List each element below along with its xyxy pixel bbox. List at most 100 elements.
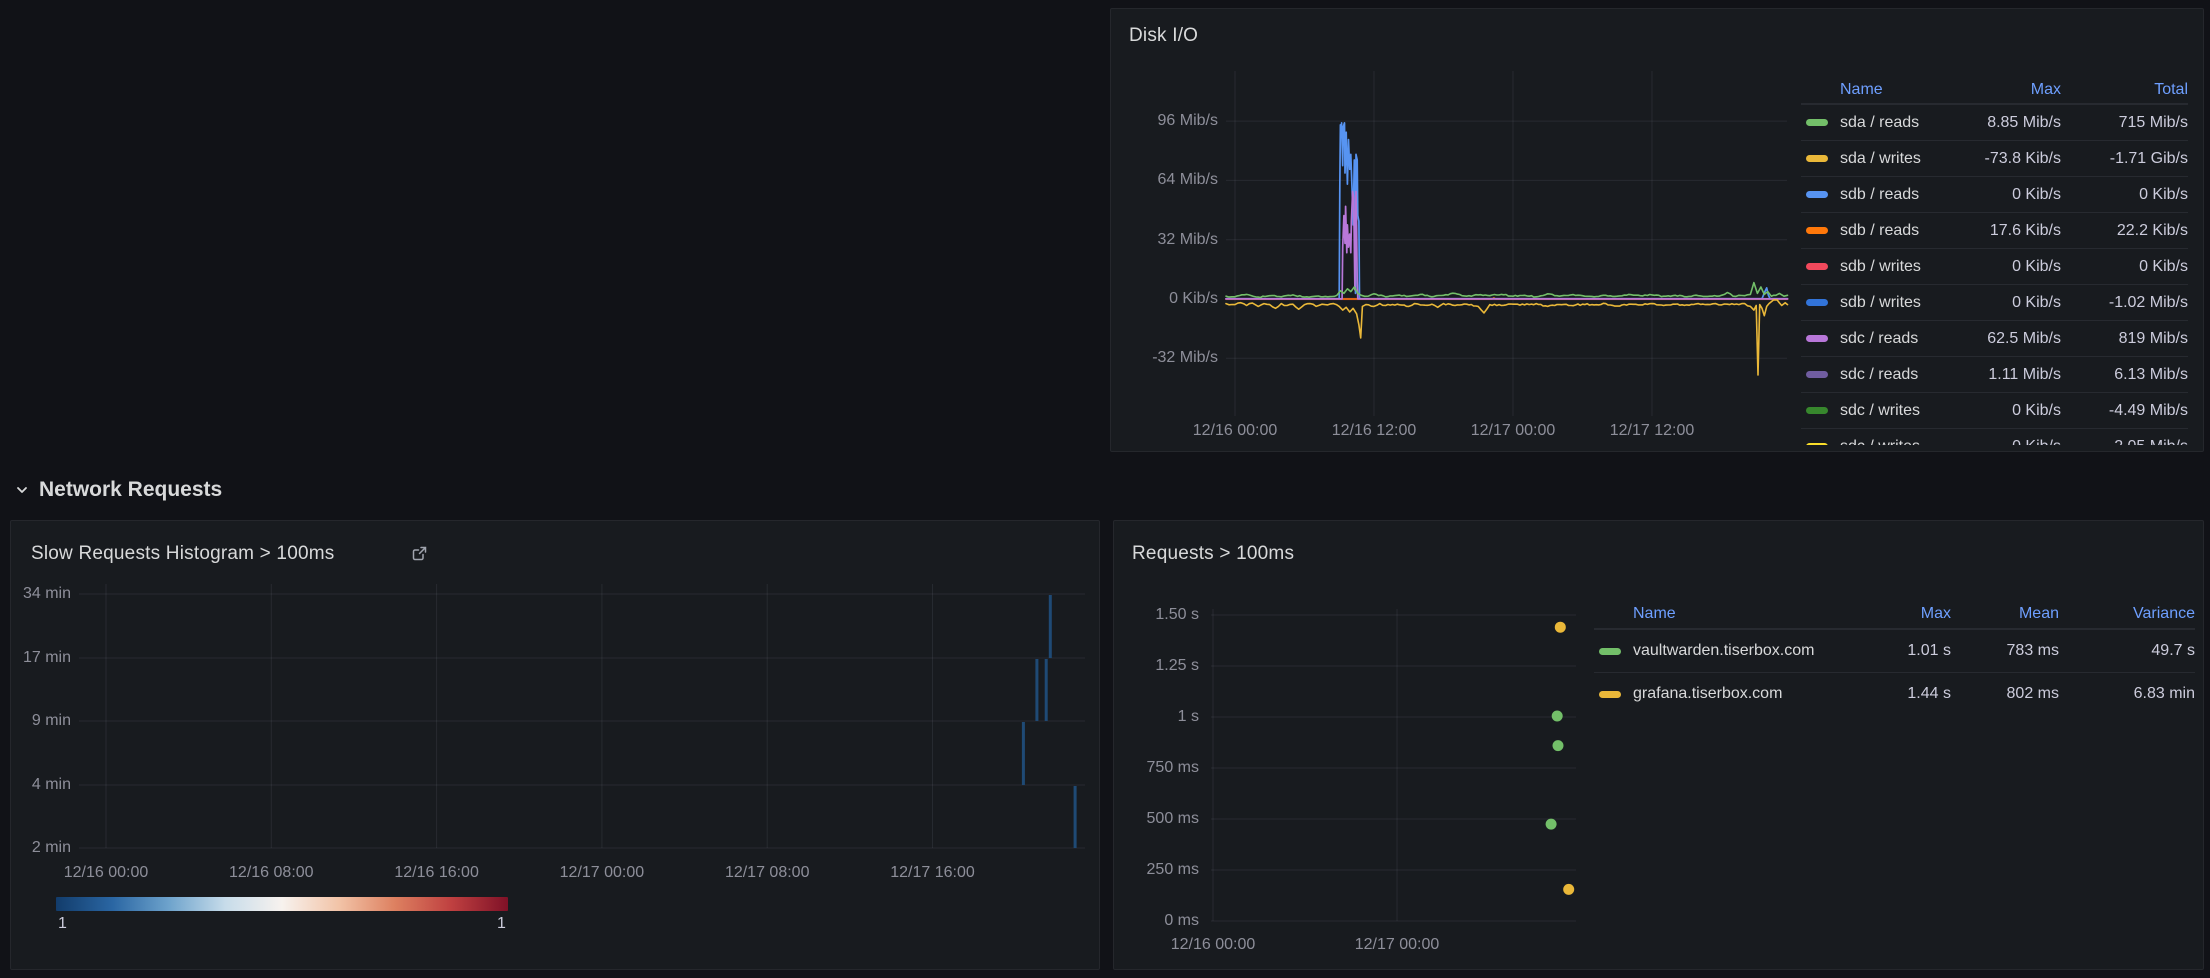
color-scale-min: 1 xyxy=(58,915,67,932)
legend-series-name[interactable]: sdc / reads xyxy=(1801,330,1966,348)
legend-header-name[interactable]: Name xyxy=(1840,80,1883,98)
legend-row[interactable]: sdb / writes 0 Kib/s -1.02 Mib/s xyxy=(1801,284,2188,320)
legend-row[interactable]: sdb / reads 17.6 Kib/s 22.2 Kib/s xyxy=(1801,212,2188,248)
series-color-swatch xyxy=(1599,647,1621,655)
legend-max-value: 0 Kib/s xyxy=(2012,257,2061,275)
legend-variance-value: 49.7 s xyxy=(2151,642,2195,659)
legend-mean-value: 802 ms xyxy=(2006,685,2059,702)
heatmap-y-tick: 2 min xyxy=(31,839,71,856)
series-green-reads xyxy=(1225,281,1789,299)
scatter-point xyxy=(1554,621,1566,633)
legend-max-value: -73.8 Kib/s xyxy=(1984,149,2061,167)
heatmap-cell xyxy=(1048,595,1052,658)
requests-y-tick: 1.25 s xyxy=(1155,657,1199,674)
heatmap-y-tick: 34 min xyxy=(22,585,71,602)
requests-y-tick: 250 ms xyxy=(1146,861,1199,878)
series-color-swatch xyxy=(1806,299,1828,306)
series-gold-writes xyxy=(1225,299,1789,376)
disk-y-tick: 96 Mib/s xyxy=(1157,112,1218,130)
requests-legend: Name Max Mean Variance vaultwarden.tiserbox.… xyxy=(1594,599,2195,739)
scatter-point xyxy=(1552,740,1564,752)
chevron-down-icon[interactable] xyxy=(14,482,30,498)
legend-header-name[interactable]: Name xyxy=(1633,604,1676,622)
panel-title-requests[interactable]: Requests > 100ms xyxy=(1132,543,1295,564)
legend-row[interactable]: sda / reads 8.85 Mib/s 715 Mib/s xyxy=(1801,104,2188,140)
requests-y-tick: 1.50 s xyxy=(1155,606,1199,623)
heatmap-cell xyxy=(1073,786,1077,848)
requests-y-tick: 500 ms xyxy=(1146,810,1199,827)
legend-series-name[interactable]: sdb / writes xyxy=(1801,258,1966,276)
series-color-swatch xyxy=(1806,155,1828,162)
heatmap-x-tick: 12/16 08:00 xyxy=(229,864,314,881)
legend-row[interactable]: sdb / writes 0 Kib/s 0 Kib/s xyxy=(1801,248,2188,284)
series-color-swatch xyxy=(1806,227,1828,234)
legend-max-value: 0 Kib/s xyxy=(2012,401,2061,419)
scatter-point xyxy=(1545,818,1557,830)
series-color-swatch xyxy=(1599,690,1621,698)
heatmap-cell xyxy=(1035,659,1039,721)
legend-max-value: 8.85 Mib/s xyxy=(1987,113,2061,131)
legend-series-name[interactable]: sdc / writes xyxy=(1801,402,1966,420)
series-color-swatch xyxy=(1806,119,1828,126)
requests-scatter-chart[interactable] xyxy=(1114,521,2205,971)
legend-max-value: 0 Kib/s xyxy=(1966,438,2061,446)
legend-header-mean[interactable]: Mean xyxy=(2018,604,2059,622)
disk-x-tick: 12/17 00:00 xyxy=(1470,422,1556,439)
legend-series-name[interactable]: sdc / writes xyxy=(1801,438,1966,445)
panel-title-slow-requests[interactable]: Slow Requests Histogram > 100ms xyxy=(31,543,335,564)
series-color-swatch xyxy=(1806,407,1828,414)
legend-series-name[interactable]: sda / writes xyxy=(1801,150,1966,168)
panel-disk-io: Disk I/O 12/16 00:00 12/16 12:00 12/17 00:… xyxy=(1110,8,2204,452)
legend-total-value: 715 Mib/s xyxy=(2118,113,2188,131)
heatmap-x-tick: 12/17 08:00 xyxy=(724,864,810,881)
series-blue-reads-burst xyxy=(1225,122,1789,300)
legend-series-name[interactable]: sdb / reads xyxy=(1801,222,1966,240)
external-link-icon[interactable] xyxy=(411,545,428,562)
legend-series-name[interactable]: sdb / writes xyxy=(1801,294,1966,312)
section-network-requests[interactable]: Network Requests xyxy=(14,478,222,502)
legend-row[interactable]: sdc / reads 62.5 Mib/s 819 Mib/s xyxy=(1801,320,2188,356)
series-color-swatch xyxy=(1806,443,1828,445)
legend-header-variance[interactable]: Variance xyxy=(2133,604,2195,622)
legend-row[interactable]: sdb / reads 0 Kib/s 0 Kib/s xyxy=(1801,176,2188,212)
legend-series-name[interactable]: sda / reads xyxy=(1801,114,1966,132)
heatmap-color-scale xyxy=(56,897,508,911)
heatmap-y-tick: 17 min xyxy=(22,649,71,666)
legend-total-value: -2.05 Mib/s xyxy=(2061,438,2188,446)
section-title[interactable]: Network Requests xyxy=(39,478,223,501)
legend-row[interactable]: vaultwarden.tiserbox.com 1.01 s 783 ms 49.7… xyxy=(1594,629,2195,672)
series-color-swatch xyxy=(1806,191,1828,198)
legend-total-value: -4.49 Mib/s xyxy=(2108,401,2188,419)
legend-mean-value: 783 ms xyxy=(2006,642,2059,659)
legend-row[interactable]: sdc / writes 0 Kib/s -4.49 Mib/s xyxy=(1801,392,2188,428)
panel-title-disk-io[interactable]: Disk I/O xyxy=(1129,25,1199,46)
legend-row[interactable]: sda / writes -73.8 Kib/s -1.71 Gib/s xyxy=(1801,140,2188,176)
legend-series-name[interactable]: sdc / reads xyxy=(1801,366,1966,384)
legend-header-total[interactable]: Total xyxy=(2154,80,2188,98)
slow-requests-heatmap[interactable] xyxy=(11,521,1101,971)
legend-header-max[interactable]: Max xyxy=(2030,80,2061,98)
heatmap-cell xyxy=(1044,659,1048,721)
disk-io-chart[interactable] xyxy=(1111,9,2205,453)
legend-series-name[interactable]: sdb / reads xyxy=(1801,186,1966,204)
legend-max-value: 62.5 Mib/s xyxy=(1987,329,2061,347)
series-color-swatch xyxy=(1806,371,1828,378)
legend-total-value: -1.02 Mib/s xyxy=(2108,293,2188,311)
legend-total-value: 22.2 Kib/s xyxy=(2116,221,2188,239)
disk-io-legend: Name Max Total sda / reads 8.85 Mib/s 715 Mib… xyxy=(1801,76,2188,445)
legend-header-max[interactable]: Max xyxy=(1920,604,1951,622)
requests-x-tick: 12/16 00:00 xyxy=(1170,936,1256,953)
legend-total-value: 0 Kib/s xyxy=(2139,257,2188,275)
legend-row[interactable]: sdc / reads 1.11 Mib/s 6.13 Mib/s xyxy=(1801,356,2188,392)
requests-y-tick: 0 ms xyxy=(1164,912,1199,929)
legend-series-name[interactable]: vaultwarden.tiserbox.com xyxy=(1594,642,1841,660)
series-color-swatch xyxy=(1806,335,1828,342)
legend-series-name[interactable]: grafana.tiserbox.com xyxy=(1594,685,1841,703)
legend-row[interactable]: grafana.tiserbox.com 1.44 s 802 ms 6.83 min xyxy=(1594,672,2195,715)
requests-legend-header: Name Max Mean Variance xyxy=(1594,599,2195,629)
legend-total-value: 6.13 Mib/s xyxy=(2114,365,2188,383)
legend-max-value: 0 Kib/s xyxy=(2012,293,2061,311)
disk-y-tick: 32 Mib/s xyxy=(1157,230,1218,248)
